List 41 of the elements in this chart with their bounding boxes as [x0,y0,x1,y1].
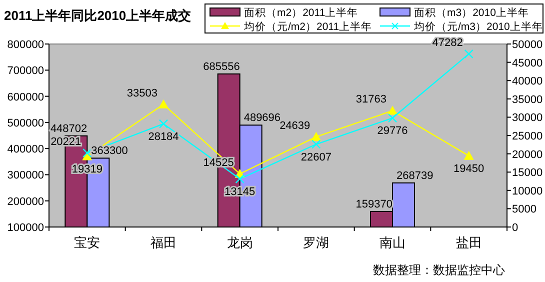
y-tick-label: 200000 [7,196,44,208]
y2-tick-label: 10000 [512,185,543,198]
point [311,132,322,141]
y2-tick-label: 35000 [512,94,543,106]
y2-tick-label: 0 [512,222,518,234]
legend-label: 面积（m2）2011上半年 [244,6,358,19]
y-tick-label: 300000 [7,170,44,182]
y-tick-label: 500000 [7,117,44,130]
text: 数据整理：数据监控中心 [373,263,505,277]
y-tick-label: 600000 [7,91,44,104]
point [464,150,474,160]
point [235,174,244,184]
point [158,119,168,128]
y2-tick-label: 15000 [512,167,543,180]
legend-label: 均价（元/m3）2010上半年 [413,20,543,33]
point [158,99,168,108]
x-tick-label: 盐田 [456,235,482,250]
y2-tick-label: 50000 [512,39,543,51]
y2-tick-label: 45000 [512,57,543,70]
x-tick-label: 南山 [380,235,406,250]
y2-tick-label: 5000 [512,204,536,216]
legend-label: 面积（m3）2010上半年 [414,6,529,19]
point [82,148,92,158]
point [388,113,398,123]
y-tick-label: 800000 [7,39,44,51]
x-tick-label: 宝安 [74,235,100,250]
legend-label: 均价（元/m2）2011上半年 [243,20,372,33]
y2-tick-label: 30000 [512,112,543,124]
y-tick-label: 700000 [7,65,44,78]
x-tick-label: 罗湖 [303,235,330,250]
chart-title: 2011上半年同比2010上半年成交 [4,8,192,23]
x-tick-label: 龙岗 [226,235,253,250]
point [388,106,398,115]
point [312,140,321,149]
y2-tick-label: 25000 [512,130,543,142]
y-tick-label: 400000 [7,144,44,156]
point [464,49,474,59]
y2-tick-label: 20000 [512,148,543,161]
y2-tick-label: 40000 [512,76,543,88]
y-tick-label: 100000 [7,222,44,234]
x-tick-label: 福田 [150,235,176,250]
